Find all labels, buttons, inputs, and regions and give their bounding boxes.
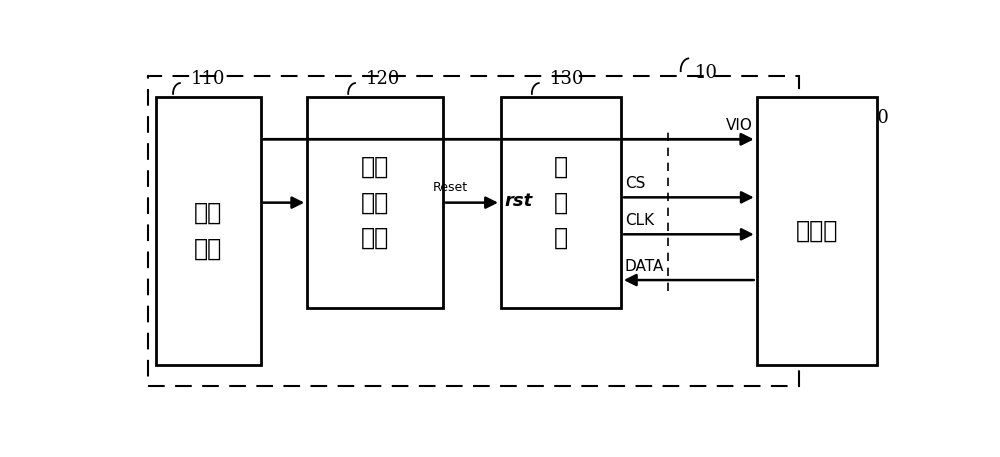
Text: 10: 10 [695,64,718,82]
Text: 130: 130 [550,70,584,88]
Text: CS: CS [625,176,645,191]
Bar [501,97,621,308]
Text: Reset: Reset [433,181,468,194]
Text: rst: rst [505,192,533,210]
Bar [307,97,443,308]
Text: DATA: DATA [625,259,664,274]
Text: 110: 110 [191,70,225,88]
Text: 控
制
器: 控 制 器 [554,155,568,250]
Text: 检测
复位
模块: 检测 复位 模块 [361,155,389,250]
Text: 120: 120 [365,70,400,88]
Bar [757,97,877,365]
Text: CLK: CLK [625,213,654,228]
Text: 存储器: 存储器 [796,219,838,243]
Bar [156,97,261,365]
Text: 电源
模块: 电源 模块 [194,201,222,260]
Text: 20: 20 [867,109,890,128]
Bar [148,76,799,386]
Text: VIO: VIO [726,118,753,133]
